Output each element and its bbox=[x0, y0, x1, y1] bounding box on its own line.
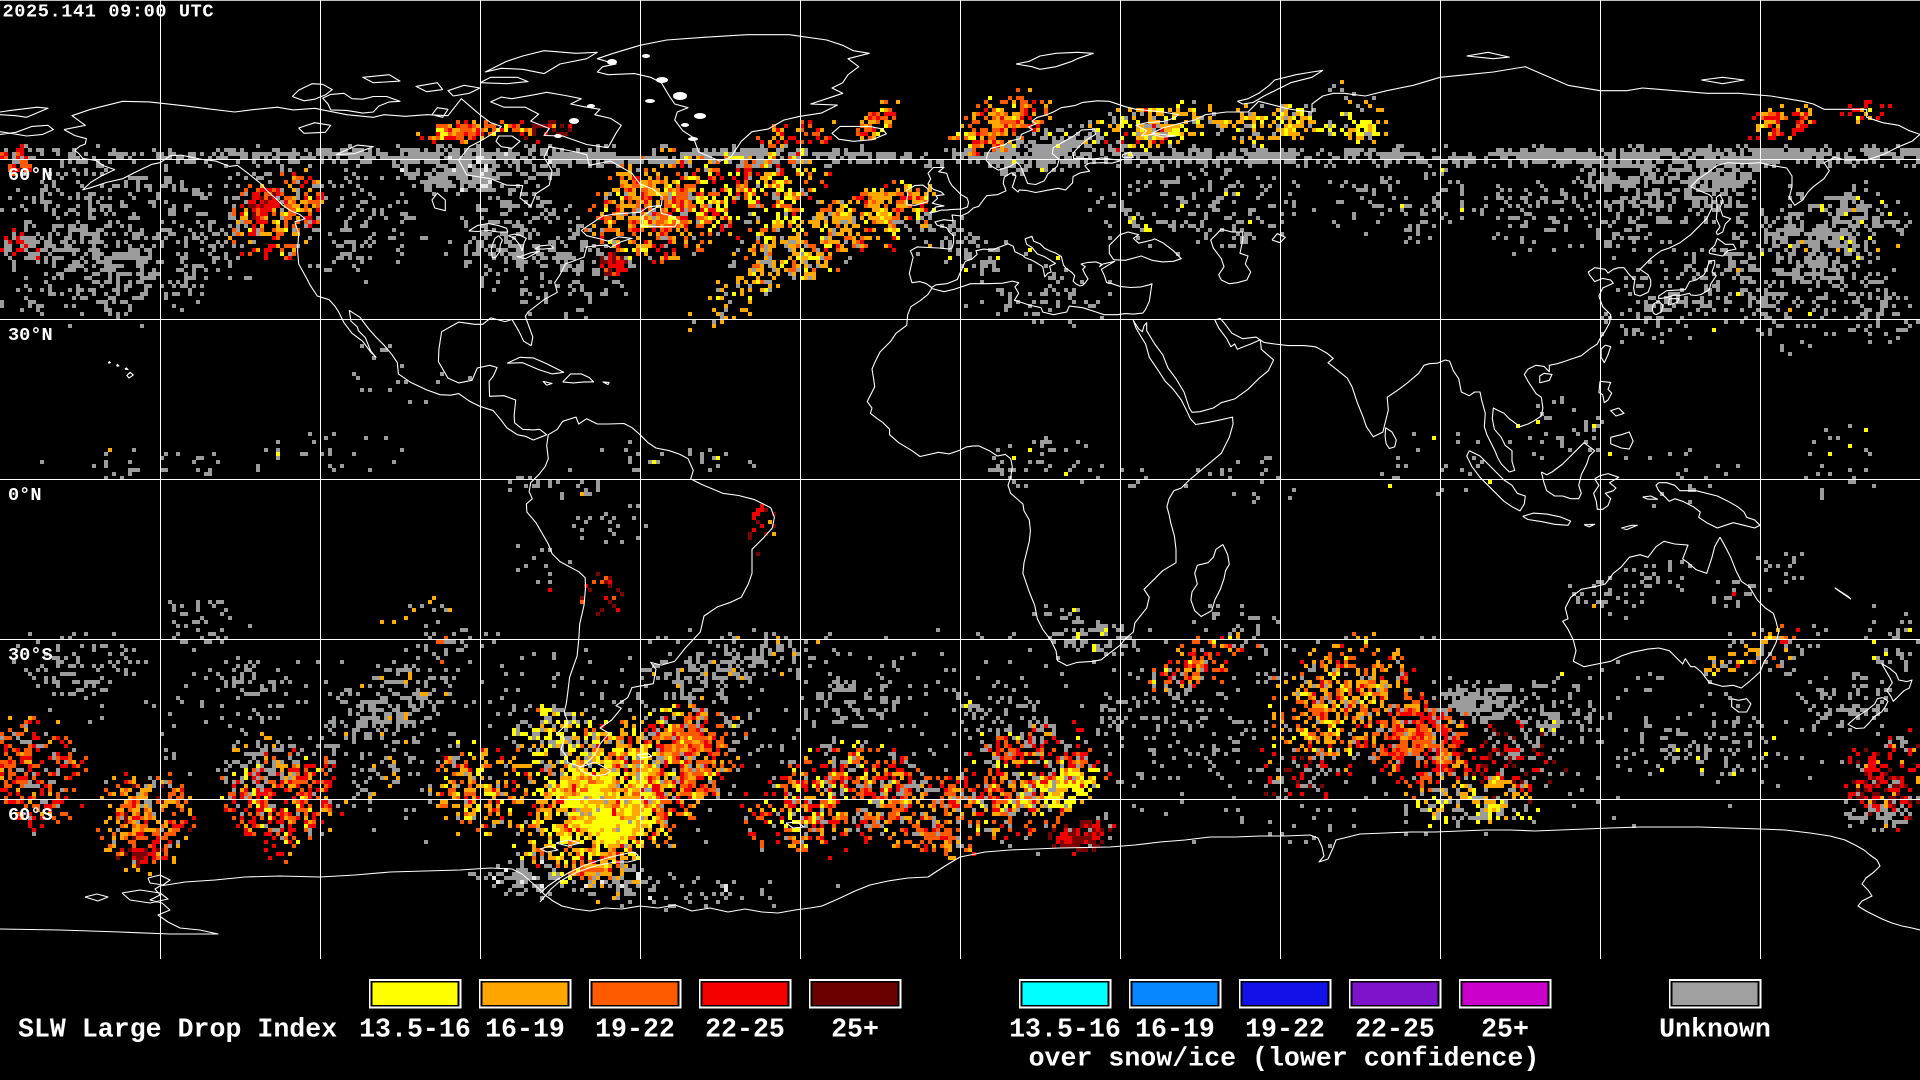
svg-text:30°N: 30°N bbox=[8, 325, 53, 346]
svg-text:Unknown: Unknown bbox=[1659, 1015, 1771, 1045]
svg-text:over snow/ice (lower confidenc: over snow/ice (lower confidence) bbox=[1029, 1044, 1540, 1074]
svg-text:25+: 25+ bbox=[831, 1015, 879, 1045]
svg-text:19-22: 19-22 bbox=[1245, 1015, 1325, 1045]
svg-text:13.5-16: 13.5-16 bbox=[359, 1015, 471, 1045]
svg-text:SLW Large Drop Index: SLW Large Drop Index bbox=[18, 1015, 337, 1045]
svg-text:16-19: 16-19 bbox=[485, 1015, 565, 1045]
svg-text:22-25: 22-25 bbox=[705, 1015, 785, 1045]
svg-text:22-25: 22-25 bbox=[1355, 1015, 1435, 1045]
svg-text:25+: 25+ bbox=[1481, 1015, 1529, 1045]
svg-text:60°S: 60°S bbox=[8, 805, 53, 826]
svg-text:19-22: 19-22 bbox=[595, 1015, 675, 1045]
svg-text:16-19: 16-19 bbox=[1135, 1015, 1215, 1045]
svg-text:30°S: 30°S bbox=[8, 645, 53, 666]
svg-text:13.5-16: 13.5-16 bbox=[1009, 1015, 1121, 1045]
svg-text:60°N: 60°N bbox=[8, 165, 53, 186]
svg-text:0°N: 0°N bbox=[8, 485, 41, 506]
svg-text:2025.141 09:00 UTC: 2025.141 09:00 UTC bbox=[3, 2, 215, 23]
